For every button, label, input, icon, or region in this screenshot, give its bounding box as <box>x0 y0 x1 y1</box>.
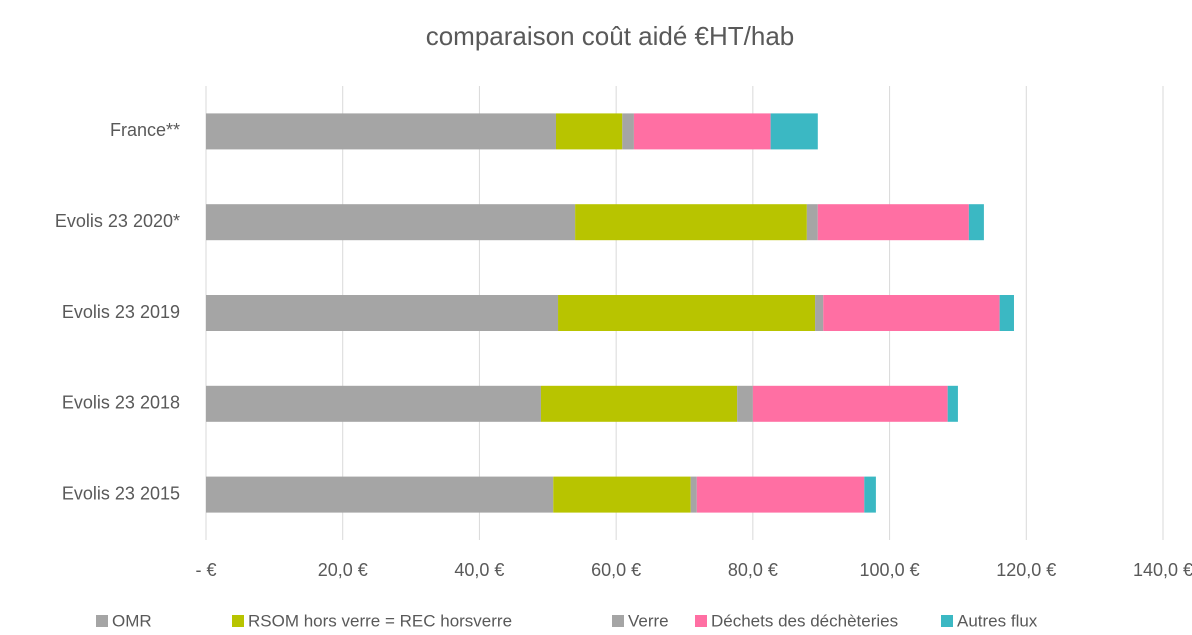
bar-segment <box>206 385 541 422</box>
bar-segment <box>864 476 876 513</box>
bar-segment <box>752 385 948 422</box>
bar-segment <box>555 113 623 150</box>
legend-swatch <box>96 615 108 627</box>
legend-swatch <box>612 615 624 627</box>
x-tick-label: - € <box>195 560 216 580</box>
bar-segment <box>806 204 818 241</box>
bar-segment <box>770 113 818 150</box>
bar-segment <box>206 204 576 241</box>
x-tick-label: 120,0 € <box>996 560 1056 580</box>
bar-segment <box>815 295 824 331</box>
x-tick-label: 140,0 € <box>1133 560 1192 580</box>
x-tick-label: 40,0 € <box>454 560 504 580</box>
legend-label: RSOM hors verre = REC horsverre <box>248 611 512 630</box>
bar-segment <box>540 385 738 422</box>
bar-segment <box>690 476 697 513</box>
x-tick-label: 100,0 € <box>860 560 920 580</box>
bar-segment <box>968 204 984 241</box>
y-tick-label: Evolis 23 2019 <box>62 302 180 322</box>
bar-segment <box>633 113 771 150</box>
y-tick-label: Evolis 23 2018 <box>62 393 180 413</box>
legend-swatch <box>232 615 244 627</box>
bar-segment <box>696 476 865 513</box>
bar-segment <box>622 113 634 150</box>
y-tick-label: Evolis 23 2020* <box>55 211 180 231</box>
bar-segment <box>575 204 807 241</box>
legend-label: Autres flux <box>957 611 1038 630</box>
x-tick-label: 20,0 € <box>318 560 368 580</box>
x-tick-label: 80,0 € <box>728 560 778 580</box>
y-tick-label: France** <box>110 120 180 140</box>
bar-segment <box>823 295 1000 331</box>
bar-segment <box>817 204 969 241</box>
x-tick-label: 60,0 € <box>591 560 641 580</box>
y-tick-label: Evolis 23 2015 <box>62 483 180 503</box>
legend-swatch <box>941 615 953 627</box>
legend-swatch <box>695 615 707 627</box>
bar-segment <box>737 385 753 422</box>
bar-segment <box>999 295 1014 331</box>
legend-label: Déchets des déchèteries <box>711 611 898 630</box>
legend-label: OMR <box>112 611 152 630</box>
bar-segment <box>206 113 556 150</box>
bar-segment <box>553 476 691 513</box>
bar-segment <box>947 385 958 422</box>
legend-label: Verre <box>628 611 669 630</box>
bar-segment <box>206 476 554 513</box>
chart-title: comparaison coût aidé €HT/hab <box>426 21 795 51</box>
bar-segment <box>558 295 816 331</box>
bar-segment <box>206 295 559 331</box>
